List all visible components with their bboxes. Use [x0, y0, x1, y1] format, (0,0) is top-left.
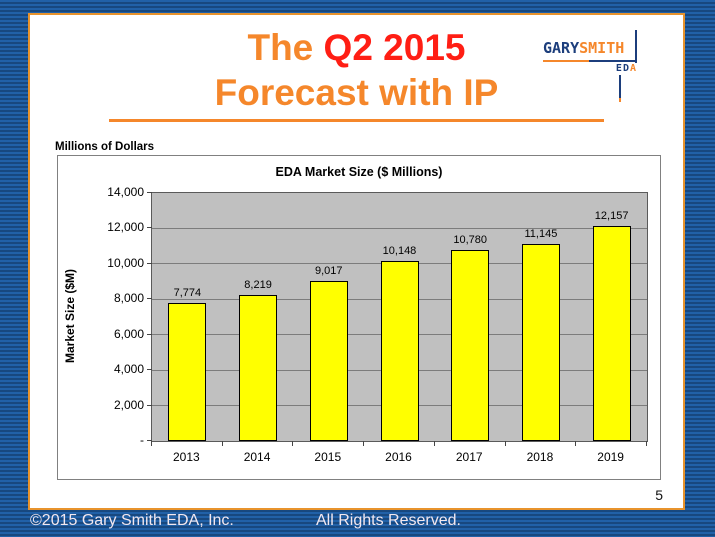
y-tick-mark	[147, 227, 152, 229]
x-category-label: 2017	[455, 450, 483, 464]
bar-2017	[451, 250, 490, 441]
bar-value-label: 8,219	[244, 279, 272, 292]
y-tick-label: 12,000	[107, 220, 144, 235]
logo-vertical-line-bottom	[619, 75, 621, 98]
y-tick-mark	[147, 262, 152, 264]
y-tick-mark	[147, 404, 152, 406]
title-the: The	[247, 27, 324, 68]
bar-2016	[380, 261, 419, 441]
page-number: 5	[655, 487, 663, 503]
bar-value-label: 10,148	[382, 245, 417, 258]
bar-2013	[168, 303, 207, 441]
bar-value-label: 10,780	[453, 234, 488, 247]
x-category-label: 2015	[314, 450, 342, 464]
footer-copyright: ©2015 Gary Smith EDA, Inc.	[30, 512, 234, 529]
slide-title-line1: The Q2 2015	[30, 27, 683, 69]
bar-2018	[521, 243, 560, 441]
x-category-label: 2014	[243, 450, 271, 464]
y-tick-label: 6,000	[113, 326, 144, 341]
x-tick-mark	[646, 441, 647, 446]
logo-smith-text: SMITH	[579, 39, 625, 57]
y-tick-mark	[147, 333, 152, 335]
bar-2019	[592, 225, 631, 441]
bar-value-label: 7,774	[173, 287, 202, 300]
chart-title: EDA Market Size ($ Millions)	[275, 165, 443, 179]
logo-eda-a: A	[629, 63, 637, 74]
x-tick-mark	[433, 441, 435, 446]
y-tick-label: 10,000	[107, 255, 144, 270]
logo-gary-text: GARY	[543, 39, 580, 57]
y-tick-label: 14,000	[107, 185, 144, 199]
title-forecast-with-ip: Forecast with IP	[108, 72, 605, 122]
title-q2-2015: Q2 2015	[323, 27, 466, 68]
logo-wordmark: GARYSMITH	[543, 39, 624, 57]
x-tick-mark	[575, 441, 577, 446]
y-tick-mark	[147, 369, 152, 371]
logo-vertical-line-tip	[619, 98, 621, 102]
y-tick-label: 2,000	[113, 397, 144, 412]
plot-area: 7,774 8,219 9,017 10,148 10,780 11,145 12,157	[151, 192, 648, 442]
logo-eda-ed: ED	[615, 63, 630, 74]
y-tick-label: -	[140, 433, 144, 447]
slide-card: The Q2 2015 Forecast with IP GARYSMITH E…	[28, 13, 685, 510]
y-tick-mark	[147, 440, 152, 441]
bar-2014	[239, 295, 278, 441]
gridline	[152, 227, 647, 229]
logo-eda-text: EDA	[543, 63, 637, 74]
bar-2015	[309, 281, 348, 441]
x-tick-mark	[221, 441, 223, 446]
logo-vertical-line-top	[635, 30, 637, 63]
y-tick-label: 8,000	[113, 291, 144, 306]
y-tick-mark	[147, 298, 152, 300]
x-category-label: 2013	[173, 450, 200, 464]
slide-title-line2-wrap: Forecast with IP	[30, 72, 683, 122]
x-tick-mark	[151, 441, 152, 446]
x-category-label: 2018	[526, 450, 554, 464]
footer-rights: All Rights Reserved.	[316, 512, 461, 529]
x-tick-mark	[504, 441, 506, 446]
bar-value-label: 11,145	[524, 227, 558, 240]
y-tick-label: 4,000	[113, 362, 144, 377]
bar-value-label: 12,157	[594, 209, 629, 222]
x-tick-mark	[363, 441, 365, 446]
gary-smith-eda-logo: GARYSMITH EDA	[543, 30, 655, 103]
bar-value-label: 9,017	[315, 265, 343, 278]
x-tick-mark	[292, 441, 294, 446]
millions-of-dollars-label: Millions of Dollars	[55, 141, 155, 153]
y-tick-mark	[147, 192, 152, 193]
x-category-label: 2019	[597, 450, 624, 464]
eda-market-size-chart: EDA Market Size ($ Millions) Market Size…	[57, 155, 661, 480]
logo-underline-navy	[589, 60, 637, 62]
x-category-label: 2016	[385, 450, 412, 464]
logo-underline-orange	[543, 60, 589, 62]
